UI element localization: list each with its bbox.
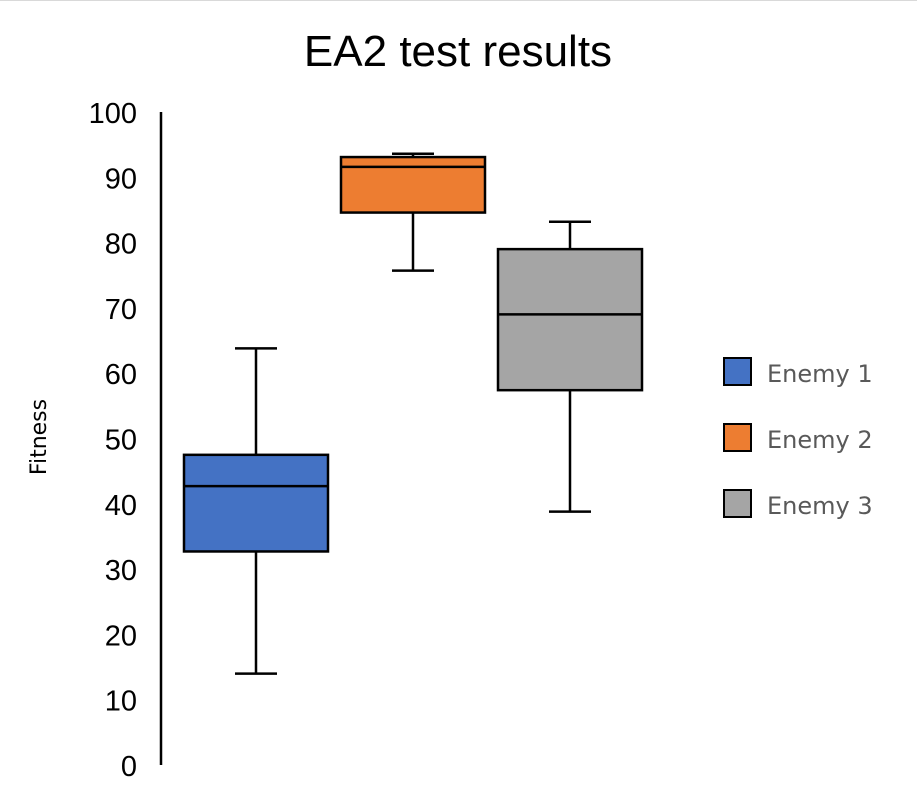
y-ticks: 0 10 20 30 40 50 60 70 80 90 100 <box>89 98 137 783</box>
box-series-2 <box>339 152 487 272</box>
y-tick-label: 10 <box>105 686 137 718</box>
y-axis-label: Fitness <box>27 399 52 475</box>
y-tick-label: 90 <box>105 163 137 195</box>
legend-swatch <box>723 423 752 452</box>
y-tick-label: 0 <box>121 751 137 783</box>
legend-swatch <box>723 357 752 386</box>
y-tick-label: 50 <box>105 425 137 457</box>
box-series-3 <box>496 220 644 513</box>
box-iqr <box>496 247 644 392</box>
y-tick-label: 70 <box>105 294 137 326</box>
y-tick-label: 80 <box>105 229 137 261</box>
y-tick-label: 60 <box>105 359 137 391</box>
box-iqr <box>339 155 487 214</box>
legend-swatch <box>723 489 752 518</box>
y-tick-label: 30 <box>105 555 137 587</box>
y-tick-label: 20 <box>105 620 137 652</box>
top-border-line <box>0 0 917 1</box>
box-series-1 <box>182 347 330 675</box>
legend: Enemy 1 Enemy 2 Enemy 3 <box>723 357 873 520</box>
boxes <box>182 152 644 675</box>
y-tick-label: 100 <box>89 98 137 130</box>
legend-label: Enemy 3 <box>767 492 873 520</box>
box-iqr <box>182 453 330 553</box>
y-tick-label: 40 <box>105 490 137 522</box>
legend-item-3: Enemy 3 <box>723 489 873 520</box>
legend-label: Enemy 2 <box>767 426 873 454</box>
legend-item-1: Enemy 1 <box>723 357 873 388</box>
chart-title: EA2 test results <box>304 27 612 76</box>
legend-item-2: Enemy 2 <box>723 423 873 454</box>
legend-label: Enemy 1 <box>767 360 873 388</box>
